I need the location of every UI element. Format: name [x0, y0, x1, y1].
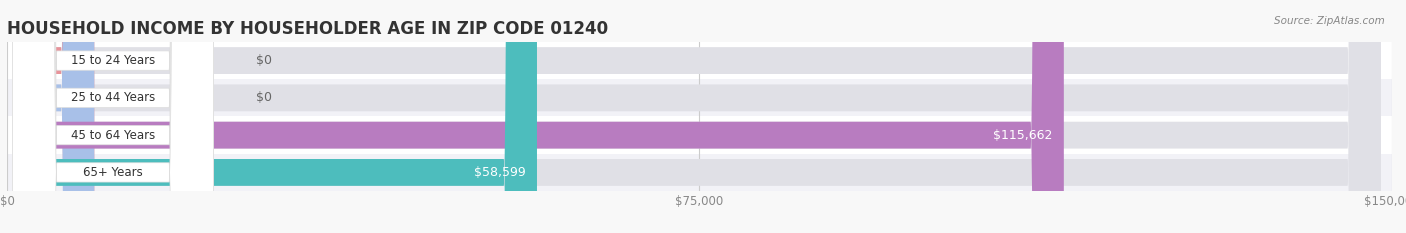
FancyBboxPatch shape — [13, 0, 214, 233]
FancyBboxPatch shape — [13, 0, 214, 233]
FancyBboxPatch shape — [13, 0, 214, 233]
FancyBboxPatch shape — [18, 0, 1381, 233]
Bar — [7, 116, 1392, 154]
Text: $115,662: $115,662 — [994, 129, 1053, 142]
Text: $58,599: $58,599 — [474, 166, 526, 179]
Text: $0: $0 — [256, 54, 273, 67]
FancyBboxPatch shape — [18, 0, 1064, 233]
Bar — [7, 42, 1392, 79]
Text: 65+ Years: 65+ Years — [83, 166, 143, 179]
FancyBboxPatch shape — [18, 0, 1381, 233]
Bar — [7, 154, 1392, 191]
Text: 25 to 44 Years: 25 to 44 Years — [70, 91, 155, 104]
Text: HOUSEHOLD INCOME BY HOUSEHOLDER AGE IN ZIP CODE 01240: HOUSEHOLD INCOME BY HOUSEHOLDER AGE IN Z… — [7, 20, 609, 38]
Bar — [7, 79, 1392, 116]
Text: Source: ZipAtlas.com: Source: ZipAtlas.com — [1274, 16, 1385, 26]
FancyBboxPatch shape — [18, 0, 94, 233]
FancyBboxPatch shape — [18, 0, 1381, 233]
Text: 15 to 24 Years: 15 to 24 Years — [70, 54, 155, 67]
Text: $0: $0 — [256, 91, 273, 104]
Text: 45 to 64 Years: 45 to 64 Years — [70, 129, 155, 142]
FancyBboxPatch shape — [13, 0, 214, 233]
FancyBboxPatch shape — [18, 0, 1381, 233]
FancyBboxPatch shape — [18, 0, 94, 233]
FancyBboxPatch shape — [18, 0, 537, 233]
